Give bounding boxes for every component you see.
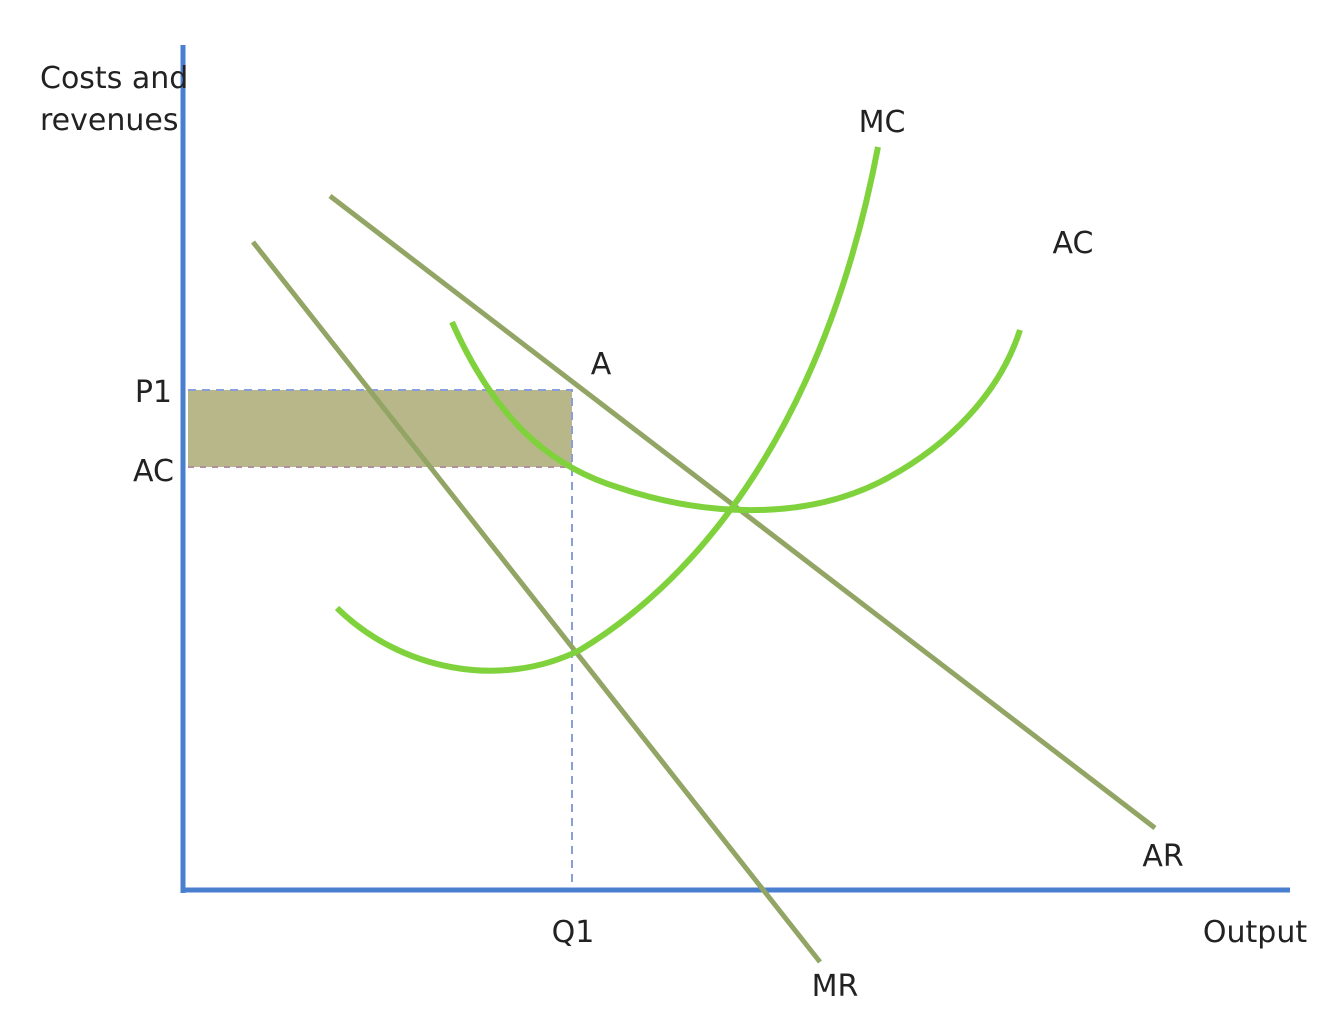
- mc-curve: [334, 146, 881, 674]
- dashed-guide: [188, 389, 573, 890]
- ac-curve: [449, 320, 1023, 514]
- x-axis-label: Output: [1203, 915, 1307, 950]
- curve-label: AC: [1053, 226, 1094, 261]
- point-label: AC: [133, 454, 174, 489]
- point-label: Q1: [552, 915, 595, 950]
- y-axis-label: Costs and: [40, 61, 188, 96]
- point-label: P1: [135, 375, 172, 410]
- curve-label: MR: [812, 969, 859, 1004]
- curve-label: AR: [1142, 839, 1183, 874]
- y-axis-label: revenues: [40, 103, 178, 138]
- point-label: A: [591, 347, 612, 382]
- mr-line: [251, 240, 822, 964]
- curve-label: MC: [859, 105, 906, 140]
